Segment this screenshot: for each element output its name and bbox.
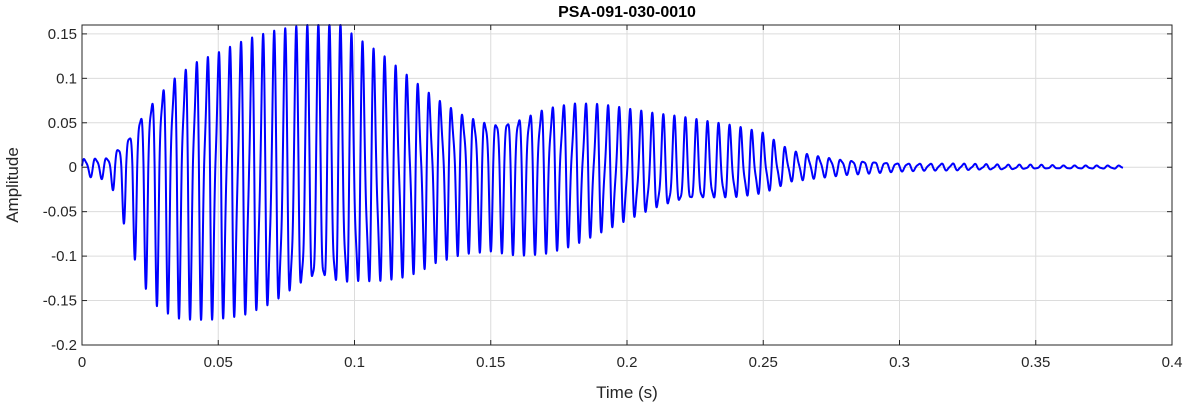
y-tick-label: -0.15 (43, 293, 77, 310)
x-tick-label: 0.25 (749, 354, 778, 371)
amplitude-waveform-line (81, 24, 1124, 321)
y-tick-label: 0.15 (48, 26, 77, 43)
x-tick-label: 0.35 (1021, 354, 1050, 371)
signal-line-series (81, 24, 1124, 321)
x-tick-label: 0.15 (476, 354, 505, 371)
x-tick-label: 0.1 (344, 354, 365, 371)
y-tick-label: 0.1 (56, 70, 77, 87)
y-axis-label: Amplitude (3, 147, 22, 223)
y-tick-label: 0 (69, 159, 77, 176)
x-axis-ticks: 0 0.05 0.1 0.15 0.2 0.25 0.3 0.35 0.4 (78, 25, 1183, 371)
x-tick-label: 0.3 (889, 354, 910, 371)
y-tick-label: 0.05 (48, 115, 77, 132)
chart-title: PSA-091-030-0010 (558, 4, 696, 21)
y-tick-label: -0.1 (51, 248, 77, 265)
x-tick-label: 0.2 (617, 354, 638, 371)
y-tick-label: -0.2 (51, 337, 77, 354)
y-axis-ticks: -0.2 -0.15 -0.1 -0.05 0 0.05 0.1 0.15 (43, 26, 1172, 354)
x-tick-label: 0 (78, 354, 86, 371)
x-axis-label: Time (s) (596, 383, 658, 402)
y-tick-label: -0.05 (43, 204, 77, 221)
x-tick-label: 0.4 (1162, 354, 1183, 371)
x-tick-label: 0.05 (204, 354, 233, 371)
